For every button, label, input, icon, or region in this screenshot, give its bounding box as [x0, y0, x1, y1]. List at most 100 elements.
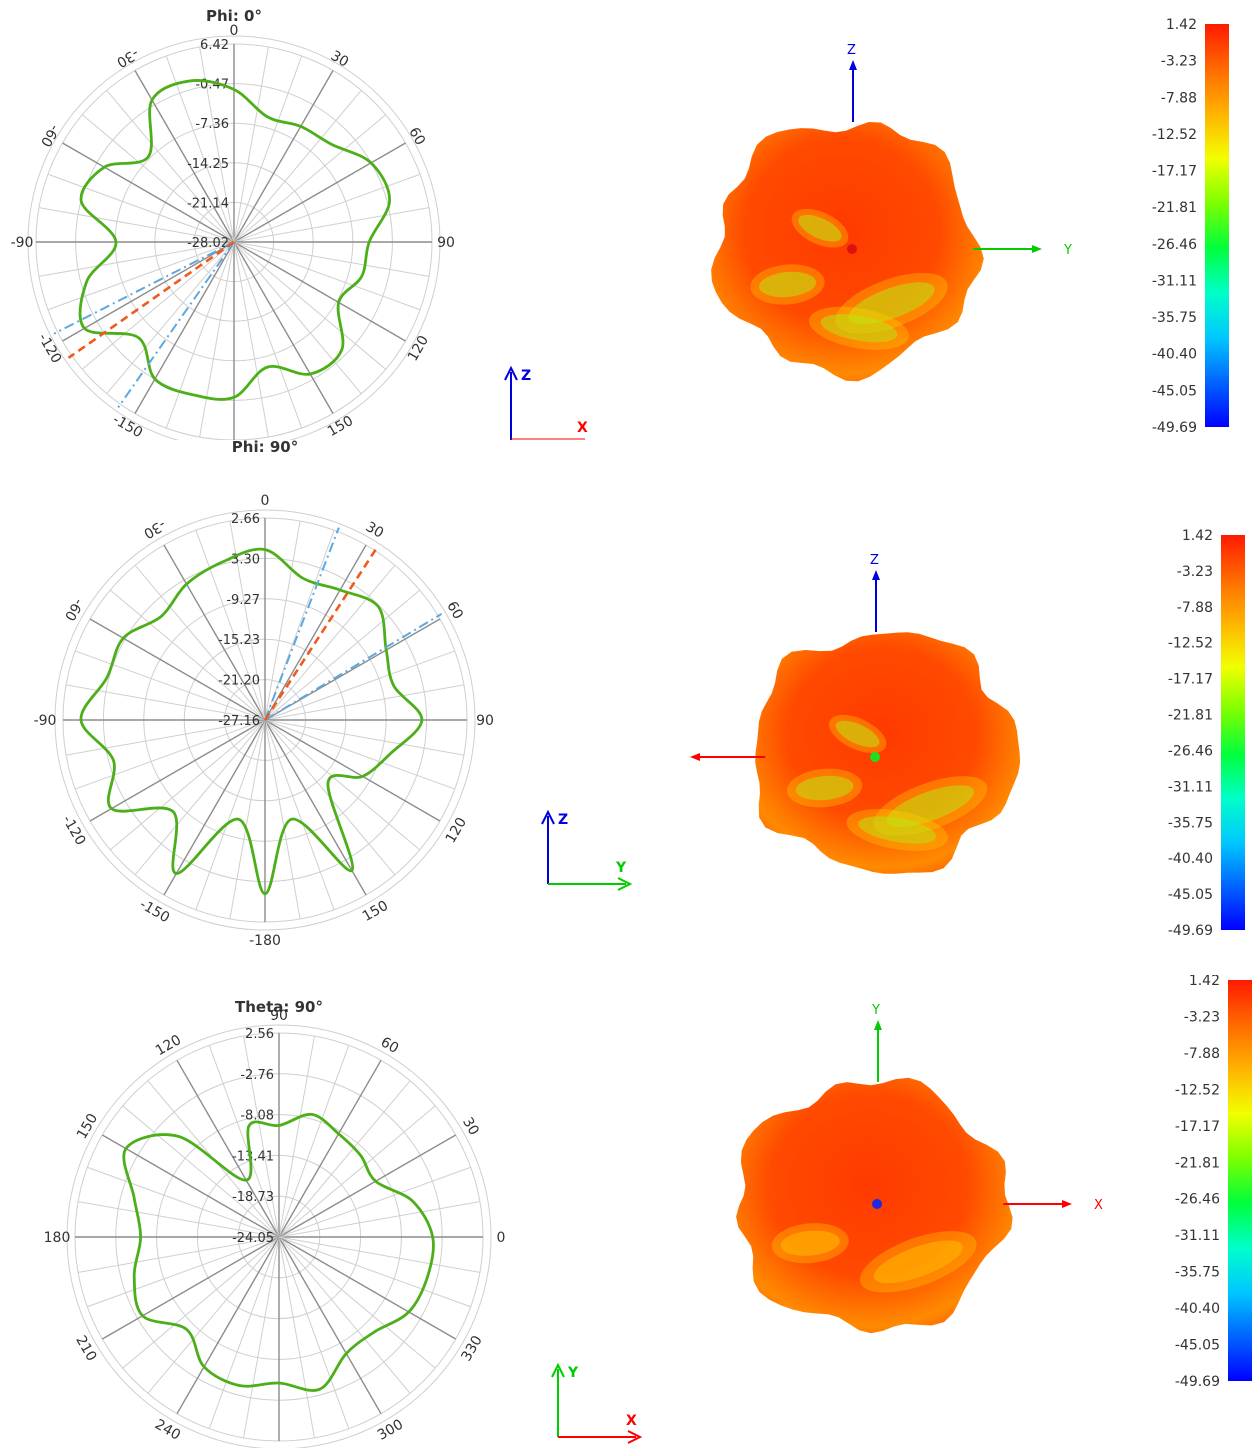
colorbar-tick-label: -17.17 [1152, 164, 1197, 180]
pattern-3d-midgain-region [771, 1223, 849, 1264]
polar-spoke-60 [264, 618, 441, 721]
angle-tick-label: 120 [405, 333, 432, 364]
pattern-3d-midgain-region [786, 768, 863, 808]
colorbar-tick-label: -26.46 [1152, 237, 1197, 253]
polar-spoke-120 [176, 1059, 280, 1238]
polar-spoke-210 [134, 241, 235, 414]
polar-title: Phi: 90° [232, 440, 298, 456]
model-up-arrowhead [849, 60, 857, 70]
polar-spoke-190 [78, 1236, 280, 1273]
angle-tick-label: 0 [230, 23, 239, 39]
polar-spoke-150 [233, 241, 334, 414]
polar-spoke-30 [233, 70, 334, 243]
polar-spoke-220 [134, 719, 266, 876]
colorbar-tick-label: -21.81 [1152, 200, 1197, 216]
colorbar-tick-label: -21.81 [1168, 708, 1213, 724]
angle-tick-label: 150 [360, 898, 391, 925]
polar-spoke-200 [87, 1236, 280, 1308]
polar-grid [27, 35, 441, 440]
angle-tick-label: 180 [44, 1230, 71, 1246]
pattern-3d-midgain-region [808, 306, 910, 350]
model-up-label: Z [847, 43, 856, 58]
polar-spoke-110 [264, 719, 455, 790]
radial-tick-label: -24.05 [232, 1231, 274, 1246]
polar-spoke-10 [278, 1201, 480, 1238]
polar-spoke-220 [106, 241, 235, 394]
polar-spoke-240 [89, 719, 266, 822]
colorbar-tick-label: -40.40 [1175, 1301, 1220, 1317]
pattern-3d-lowgain-region [798, 214, 842, 242]
polar-spoke-230 [147, 1236, 280, 1394]
polar-spoke-20 [233, 55, 303, 243]
pattern-curve [122, 1112, 435, 1392]
pattern-3d-lowgain-region [835, 720, 880, 748]
colorbar-tick-label: -17.17 [1175, 1119, 1220, 1135]
polar-spoke-50 [264, 589, 421, 721]
polar-spoke-50 [278, 1080, 411, 1238]
angle-tick-label: -90 [11, 235, 34, 251]
polar-spoke-140 [233, 241, 362, 394]
glyph-up-label: Z [558, 812, 568, 828]
polar-spoke-350 [229, 520, 266, 721]
axes-glyph: ZY [541, 809, 633, 891]
polar-spoke-250 [47, 241, 235, 311]
polar-spoke-130 [264, 719, 421, 851]
polar-spoke-210 [163, 719, 266, 896]
colorbar-tick-label: 1.42 [1189, 975, 1220, 989]
colorbar-tick-label: -26.46 [1175, 1192, 1220, 1208]
polar-spoke-40 [264, 564, 396, 721]
angle-tick-label: -60 [37, 122, 62, 150]
polar-spoke-170 [78, 1201, 280, 1238]
colorbar-tick-label: -7.88 [1177, 600, 1213, 616]
polar-spoke-100 [243, 1036, 280, 1238]
angle-tick-label: 60 [378, 1034, 401, 1057]
polar-spoke-160 [264, 719, 335, 910]
polar-spoke-20 [264, 530, 335, 721]
polar-spoke-160 [233, 241, 303, 429]
angle-tick-label: 150 [325, 413, 356, 440]
angle-tick-label: 30 [328, 48, 351, 71]
angle-tick-label: -90 [34, 713, 57, 729]
model-origin-dot [872, 1199, 882, 1209]
polar-spoke-20 [278, 1166, 471, 1238]
polar-spoke-290 [75, 650, 266, 721]
polar-spoke-190 [199, 241, 235, 438]
colorbar-tick-label: -45.05 [1152, 383, 1197, 399]
pattern-panel-phi-90: Phi: 90° 0 30 60 90 120 150 -180 -150 -120 -90 -60 -… [0, 440, 1258, 945]
polar-spoke-100 [264, 719, 465, 756]
colorbar-tick-label: -31.11 [1152, 273, 1197, 289]
model-up-label: Z [870, 553, 879, 568]
model-side-arrowhead [1032, 245, 1042, 253]
angle-tick-label: 330 [459, 1333, 486, 1364]
polar-spoke-190 [229, 719, 266, 920]
colorbar-tick-label: -12.52 [1152, 127, 1197, 143]
pattern-panel-phi-0: Phi: 0° 0 30 60 90 120 150 -150 -120 -90 -60 -30 6.4… [0, 0, 1258, 440]
model-up-label: Y [871, 1003, 880, 1018]
radial-tick-label: -21.14 [187, 196, 229, 211]
polar-spoke-240 [176, 1236, 280, 1415]
colorbar-tick-label: -7.88 [1184, 1046, 1220, 1062]
model-side-label: X [1094, 1198, 1103, 1213]
pattern-figure-2: Theta: 90°030609012015018021024027030033… [44, 975, 1252, 1448]
colorbar-tick-label: -3.23 [1184, 1009, 1220, 1025]
pattern-3d-lowgain-region [848, 282, 935, 325]
polar-spoke-230 [109, 719, 266, 851]
model-side-label: Y [1063, 243, 1072, 258]
model-up-arrowhead [874, 1020, 882, 1030]
pattern-curve [78, 79, 392, 401]
polar-spoke-120 [233, 241, 406, 342]
radial-tick-label: -28.02 [187, 236, 229, 251]
radial-tick-label: -18.73 [232, 1190, 274, 1205]
polar-outer-ring [66, 1024, 492, 1448]
angle-tick-label: 0 [261, 493, 270, 509]
pattern-curve [79, 547, 424, 896]
pattern-3d-midgain-region [750, 264, 825, 305]
polar-title: Theta: 90° [235, 998, 323, 1016]
pattern-3d-lowgain-region [780, 1230, 840, 1256]
colorbar-tick-label: -3.23 [1161, 54, 1197, 70]
beamwidth-line [53, 241, 235, 335]
glyph-right-label: X [626, 1413, 637, 1429]
polar-spoke-300 [89, 618, 266, 721]
colorbar: 1.42 -3.23 -7.88 -12.52 -17.17 -21.81 -26.46 -3… [1175, 975, 1252, 1390]
